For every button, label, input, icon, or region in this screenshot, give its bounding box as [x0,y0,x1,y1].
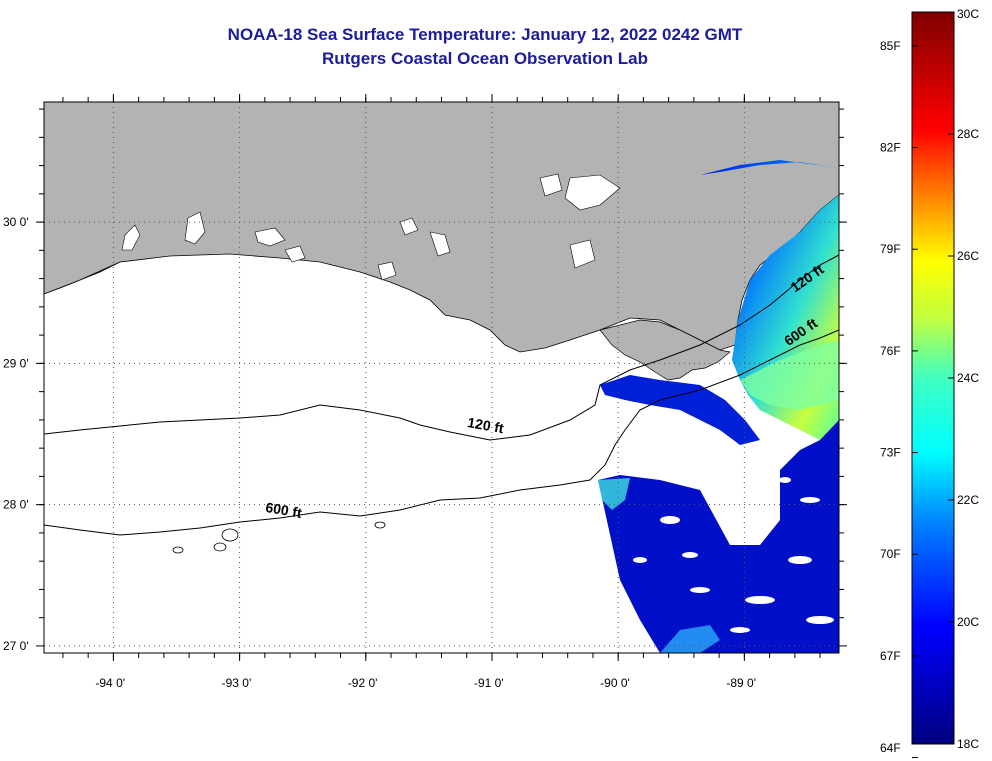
contour-islands [172,521,386,554]
lat-tick-label: 27 0' [3,639,29,653]
lon-tick-label: -91 0' [474,676,504,690]
lat-tick-label: 29 0' [3,356,29,370]
contour-120ft [44,254,839,441]
colorbar-f-label: 67F [880,649,901,663]
colorbar-c-label: 22C [957,493,979,507]
colorbar-f-label: 64F [880,741,901,755]
axis-ticks: -94 0' -93 0' -92 0' -91 0' -90 0' -89 0' 30 0… [3,94,847,690]
colorbar-c-label: 26C [957,249,979,263]
lon-tick-label: -89 0' [726,676,756,690]
lat-tick-label: 30 0' [3,215,29,229]
colorbar-c-label: 30C [957,7,979,21]
colorbar-c-label: 18C [957,737,979,751]
contour-label: 120 ft [466,414,505,436]
mississippi-delta [599,319,731,381]
colorbar-c-label: 24C [957,371,979,385]
lon-tick-label: -93 0' [222,676,252,690]
contour-label: 600 ft [264,499,303,521]
cloud-gaps [633,477,834,633]
colorbar-f-label: 73F [880,446,901,460]
sst-warm-band [740,340,839,410]
colorbar-f-label: 70F [880,547,901,561]
map-grid [44,102,839,653]
sst-deep-east [598,420,839,653]
colorbar-ticks: 30C 28C 26C 24C 22C 20C 18C 85F 82F 79F 76F 73F 70F 6… [880,7,979,759]
colorbar-f-label: 79F [880,242,901,256]
contour-600ft [44,329,839,536]
lat-tick-label: 28 0' [3,498,29,512]
colorbar-f-label: 85F [880,39,901,53]
colorbar-c-label: 28C [957,127,979,141]
colorbar-f-label: 82F [880,141,901,155]
lon-tick-label: -90 0' [600,676,630,690]
sst-edge-warm [598,478,630,510]
colorbar [911,11,955,745]
inland-lakes [121,173,621,281]
colorbar-f-label: 76F [880,344,901,358]
map-subtitle: Rutgers Coastal Ocean Observation Lab [322,49,648,68]
lon-tick-label: -92 0' [348,676,378,690]
colorbar-c-label: 20C [957,615,979,629]
map-title: NOAA-18 Sea Surface Temperature: January… [227,25,743,44]
sst-nearshore-patch [600,375,760,445]
lon-tick-label: -94 0' [95,676,125,690]
